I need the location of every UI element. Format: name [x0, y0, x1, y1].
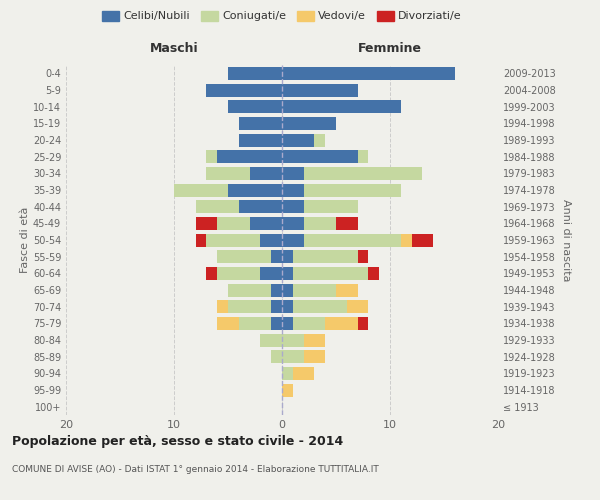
Y-axis label: Anni di nascita: Anni di nascita [561, 198, 571, 281]
Bar [250, 167, 282, 180]
Bar [282, 150, 358, 163]
Bar [282, 84, 358, 96]
Bar [358, 317, 368, 330]
Bar [239, 317, 271, 330]
Bar [401, 234, 412, 246]
Bar [304, 167, 422, 180]
Bar [206, 167, 250, 180]
Bar [336, 284, 358, 296]
Text: Maschi: Maschi [149, 42, 199, 55]
Bar [271, 284, 282, 296]
Bar [293, 267, 368, 280]
Bar [271, 300, 282, 313]
Bar [293, 284, 336, 296]
Bar [347, 300, 368, 313]
Bar [174, 184, 228, 196]
Text: Popolazione per età, sesso e stato civile - 2014: Popolazione per età, sesso e stato civil… [12, 435, 343, 448]
Bar [196, 217, 217, 230]
Bar [282, 67, 455, 80]
Bar [358, 250, 368, 263]
Bar [271, 317, 282, 330]
Bar [206, 84, 282, 96]
Bar [217, 317, 239, 330]
Bar [282, 250, 293, 263]
Bar [239, 117, 282, 130]
Bar [239, 200, 282, 213]
Bar [293, 250, 358, 263]
Bar [282, 300, 293, 313]
Bar [282, 317, 293, 330]
Bar [239, 134, 282, 146]
Text: COMUNE DI AVISE (AO) - Dati ISTAT 1° gennaio 2014 - Elaborazione TUTTITALIA.IT: COMUNE DI AVISE (AO) - Dati ISTAT 1° gen… [12, 465, 379, 474]
Bar [293, 300, 347, 313]
Bar [336, 217, 358, 230]
Bar [228, 67, 282, 80]
Bar [325, 317, 358, 330]
Bar [260, 334, 282, 346]
Bar [304, 184, 401, 196]
Bar [282, 234, 304, 246]
Bar [282, 384, 293, 396]
Text: Femmine: Femmine [358, 42, 422, 55]
Bar [293, 317, 325, 330]
Bar [228, 300, 271, 313]
Bar [196, 234, 206, 246]
Bar [206, 150, 217, 163]
Bar [282, 167, 304, 180]
Bar [228, 284, 271, 296]
Bar [304, 234, 401, 246]
Bar [282, 184, 304, 196]
Y-axis label: Fasce di età: Fasce di età [20, 207, 30, 273]
Bar [271, 250, 282, 263]
Bar [282, 267, 293, 280]
Bar [217, 250, 271, 263]
Bar [293, 367, 314, 380]
Bar [250, 217, 282, 230]
Bar [260, 234, 282, 246]
Bar [260, 267, 282, 280]
Bar [282, 134, 314, 146]
Bar [217, 267, 260, 280]
Bar [304, 350, 325, 363]
Bar [314, 134, 325, 146]
Bar [228, 184, 282, 196]
Bar [217, 300, 228, 313]
Bar [358, 150, 368, 163]
Bar [282, 200, 304, 213]
Bar [304, 334, 325, 346]
Bar [217, 217, 250, 230]
Bar [282, 284, 293, 296]
Bar [304, 217, 336, 230]
Bar [368, 267, 379, 280]
Bar [282, 350, 304, 363]
Bar [304, 200, 358, 213]
Bar [228, 100, 282, 113]
Legend: Celibi/Nubili, Coniugati/e, Vedovi/e, Divorziati/e: Celibi/Nubili, Coniugati/e, Vedovi/e, Di… [102, 10, 462, 22]
Bar [217, 150, 282, 163]
Bar [271, 350, 282, 363]
Bar [196, 200, 239, 213]
Bar [282, 100, 401, 113]
Bar [282, 117, 336, 130]
Bar [282, 334, 304, 346]
Bar [206, 234, 260, 246]
Bar [282, 217, 304, 230]
Bar [206, 267, 217, 280]
Bar [282, 367, 293, 380]
Bar [412, 234, 433, 246]
